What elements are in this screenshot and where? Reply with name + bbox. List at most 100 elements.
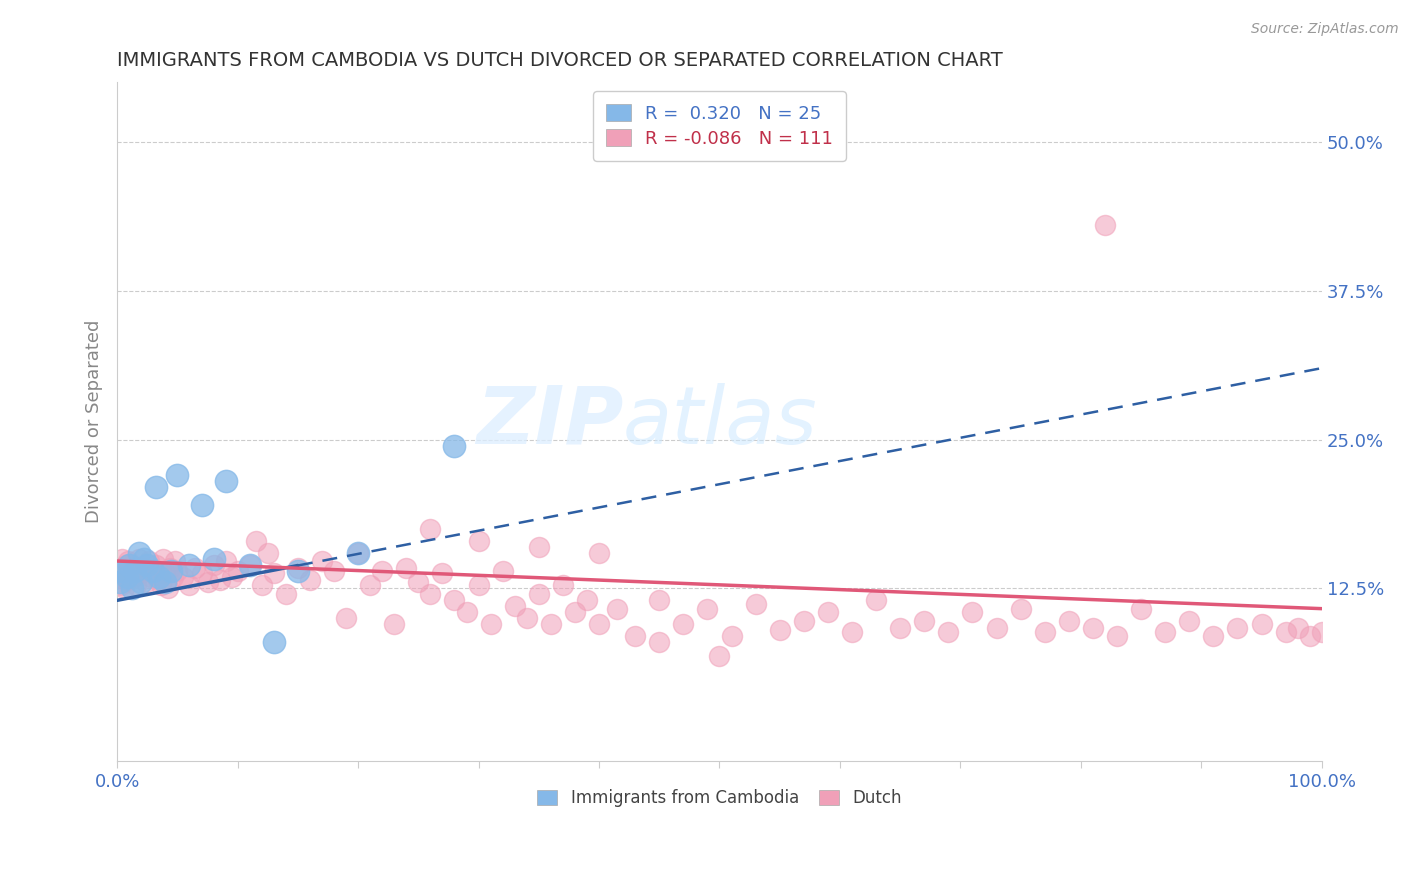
Point [124,564,146,578]
Point [197,575,219,590]
Point [202,551,225,566]
Point [1033,625,1056,640]
Y-axis label: Divorced or Separated: Divorced or Separated [86,320,103,524]
Point [129,566,152,580]
Point [135,575,157,590]
Point [155,575,177,590]
Point [817,605,839,619]
Point [111,551,134,566]
Point [1105,629,1128,643]
Point [107,569,129,583]
Point [117,554,139,568]
Point [347,546,370,560]
Point [108,575,131,590]
Point [709,649,731,664]
Point [152,551,174,566]
Point [606,601,628,615]
Point [443,438,465,452]
Point [110,578,132,592]
Point [142,564,165,578]
Point [432,566,454,580]
Point [540,617,562,632]
Point [359,578,381,592]
Point [121,582,143,596]
Point [1130,601,1153,615]
Point [769,623,792,637]
Point [516,611,538,625]
Point [1274,625,1296,640]
Legend: Immigrants from Cambodia, Dutch: Immigrants from Cambodia, Dutch [530,782,908,814]
Point [1310,625,1333,640]
Point [160,564,183,578]
Point [443,593,465,607]
Point [624,629,647,643]
Point [128,551,150,566]
Point [163,554,186,568]
Point [491,564,513,578]
Text: IMMIGRANTS FROM CAMBODIA VS DUTCH DIVORCED OR SEPARATED CORRELATION CHART: IMMIGRANTS FROM CAMBODIA VS DUTCH DIVORC… [117,51,1002,70]
Point [1202,629,1225,643]
Point [214,475,236,489]
Point [1298,629,1320,643]
Point [564,605,586,619]
Point [172,569,194,583]
Point [115,573,138,587]
Point [287,561,309,575]
Point [419,587,441,601]
Point [139,569,162,583]
Point [108,561,131,575]
Point [419,522,441,536]
Point [648,593,671,607]
Point [347,546,370,560]
Point [263,635,285,649]
Point [190,566,212,580]
Point [156,582,179,596]
Point [138,554,160,568]
Point [221,569,243,583]
Point [122,569,145,583]
Point [118,564,141,578]
Point [146,573,169,587]
Point [184,561,207,575]
Point [1010,601,1032,615]
Point [793,614,815,628]
Point [1057,614,1080,628]
Point [179,558,201,572]
Point [503,599,526,614]
Point [648,635,671,649]
Point [239,558,262,572]
Point [720,629,742,643]
Point [112,566,135,580]
Point [1226,621,1249,635]
Point [335,611,357,625]
Point [936,625,959,640]
Point [121,558,143,572]
Point [371,564,394,578]
Point [527,587,550,601]
Point [112,582,135,596]
Point [323,564,346,578]
Point [467,533,489,548]
Point [287,564,309,578]
Point [298,573,321,587]
Point [1094,219,1116,233]
Point [841,625,863,640]
Point [155,566,177,580]
Point [575,593,598,607]
Text: ZIP: ZIP [475,383,623,460]
Text: Source: ZipAtlas.com: Source: ZipAtlas.com [1251,22,1399,37]
Point [1081,621,1104,635]
Point [214,554,236,568]
Point [588,546,610,560]
Point [166,564,188,578]
Point [274,587,297,601]
Point [208,573,231,587]
Point [467,578,489,592]
Point [142,564,165,578]
Point [162,569,184,583]
Text: atlas: atlas [623,383,818,460]
Point [382,617,405,632]
Point [912,614,935,628]
Point [865,593,887,607]
Point [112,564,135,578]
